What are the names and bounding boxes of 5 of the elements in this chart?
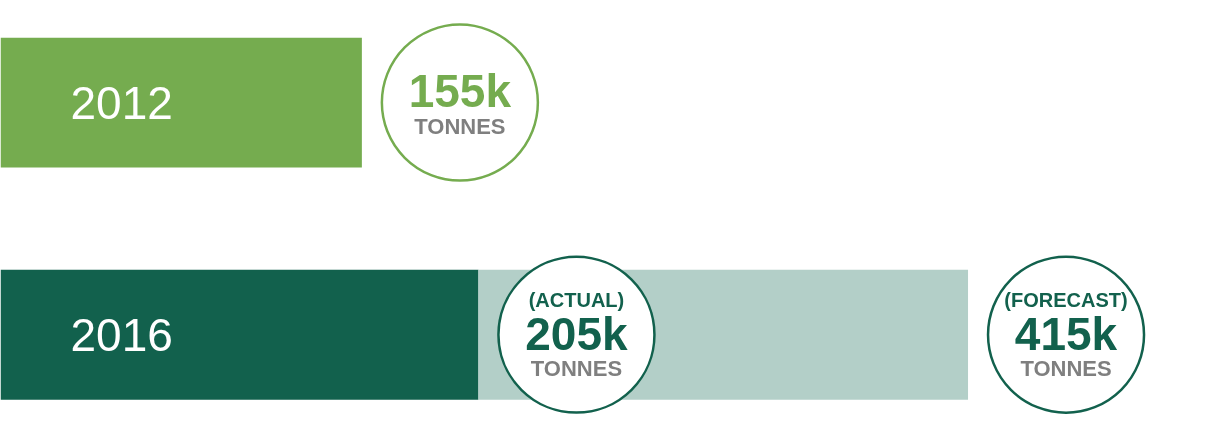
y-tick-label: 2012 (70, 76, 173, 129)
data-label: (ACTUAL) 205k TONNES (525, 288, 629, 381)
total-label: (FORECAST) 415k TONNES (1004, 288, 1128, 381)
y-tick-label: 2016 (70, 308, 173, 361)
data-label: 155k TONNES (408, 65, 512, 139)
